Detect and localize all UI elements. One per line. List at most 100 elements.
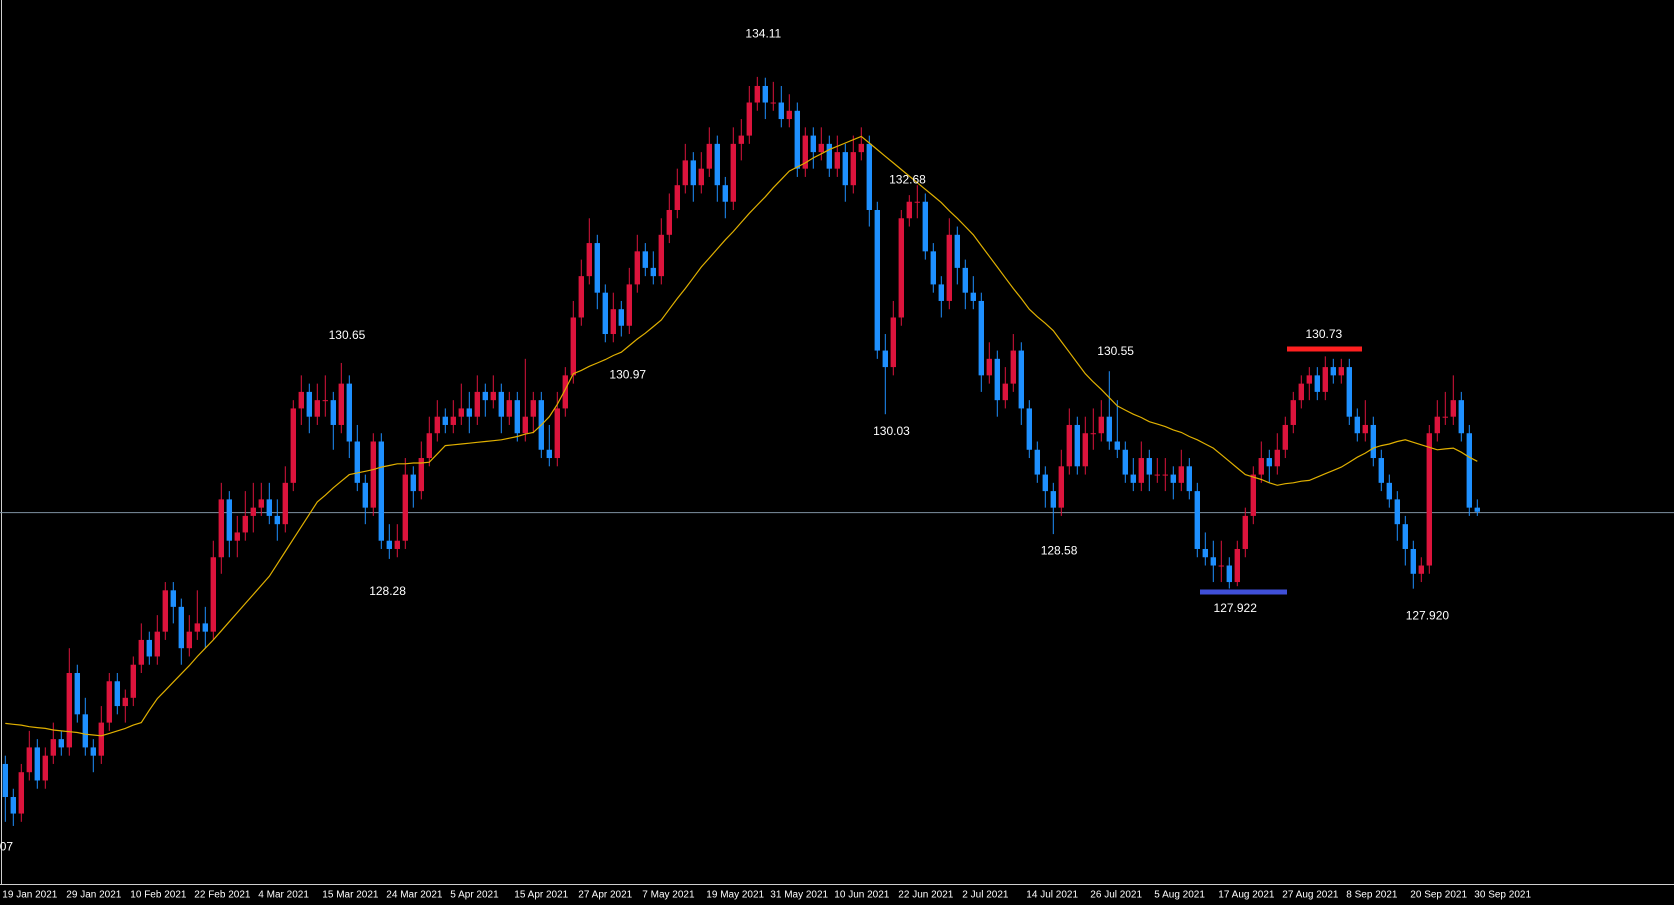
candle-body (1250, 474, 1256, 516)
candle-body (810, 135, 816, 153)
candle-body (98, 722, 104, 756)
candle-body (954, 234, 960, 268)
x-tick-label: 2 Jul 2021 (962, 890, 1009, 901)
candle-body (1122, 449, 1128, 475)
candle-body (1162, 474, 1168, 476)
candle-body (18, 772, 24, 814)
candle-body (586, 243, 592, 277)
candle-body (1090, 433, 1096, 435)
candle-body (1290, 400, 1296, 425)
candle-body (762, 85, 768, 103)
candle-body (1074, 424, 1080, 467)
candle-body (546, 449, 552, 459)
candle-body (858, 143, 864, 153)
candle-body (290, 408, 296, 483)
candle-body (242, 515, 248, 533)
price-annotation: 127.920 (1406, 608, 1450, 622)
candle-body (906, 201, 912, 219)
candle-body (786, 110, 792, 120)
x-tick-label: 26 Jul 2021 (1090, 890, 1142, 901)
candle-body (170, 590, 176, 607)
candle-body (1146, 458, 1152, 475)
candle-body (474, 391, 480, 417)
candle-body (1266, 458, 1272, 467)
candle-body (490, 391, 496, 401)
candle-body (34, 747, 40, 781)
moving-average (5, 135, 1478, 737)
candle-body (90, 747, 96, 756)
candle-body (314, 400, 320, 417)
candle-body (610, 309, 616, 335)
price-annotation: 07 (0, 840, 13, 854)
candle-body (10, 797, 16, 814)
candle-body (1242, 515, 1248, 549)
candle-body (146, 639, 152, 657)
candle-body (634, 251, 640, 285)
candle-body (570, 317, 576, 376)
candle-body (874, 210, 880, 351)
candle-body (338, 383, 344, 425)
candle-body (1386, 482, 1392, 500)
candle-body (298, 391, 304, 409)
candle-body (154, 631, 160, 657)
candle-body (826, 143, 832, 169)
candle-body (386, 540, 392, 549)
candle-body (754, 85, 760, 103)
candle-body (530, 400, 536, 417)
candle-body (658, 234, 664, 277)
candle-body (1034, 449, 1040, 475)
candle-body (114, 681, 120, 707)
candle-body (738, 135, 744, 144)
x-tick-label: 15 Apr 2021 (514, 890, 568, 901)
x-tick-label: 14 Jul 2021 (1026, 890, 1078, 901)
candle-body (1002, 383, 1008, 401)
candle-body (1306, 375, 1312, 384)
price-annotation: 130.65 (329, 328, 366, 342)
price-annotation: 132.68 (889, 172, 926, 186)
candle-body (794, 110, 800, 169)
candle-body (1058, 466, 1064, 508)
candle-body (482, 391, 488, 401)
x-tick-label: 17 Aug 2021 (1218, 890, 1275, 901)
candle-body (1466, 433, 1472, 508)
candle-body (1474, 507, 1480, 512)
candle-body (1450, 400, 1456, 417)
price-annotation: 127.922 (1214, 601, 1258, 615)
candle-body (250, 507, 256, 516)
candle-body (842, 152, 848, 186)
candle-body (466, 408, 472, 417)
candle-body (1442, 416, 1448, 418)
candle-body (402, 474, 408, 541)
candle-body (1218, 565, 1224, 567)
candle-body (282, 482, 288, 525)
candle-body (1130, 474, 1136, 483)
candle-body (410, 474, 416, 492)
candle-body (522, 416, 528, 434)
x-tick-label: 10 Feb 2021 (130, 890, 187, 901)
candle-body (186, 631, 192, 649)
candle-body (722, 185, 728, 202)
candle-body (258, 499, 264, 508)
candle-body (898, 218, 904, 318)
candle-body (1202, 548, 1208, 558)
candle-body (1434, 416, 1440, 434)
candle-body (74, 672, 80, 715)
x-tick-label: 22 Jun 2021 (898, 890, 953, 901)
candle-body (202, 623, 208, 632)
candle-body (986, 358, 992, 376)
candle-body (138, 639, 144, 665)
x-tick-label: 29 Jan 2021 (66, 890, 121, 901)
candle-body (882, 350, 888, 368)
x-tick-label: 27 Aug 2021 (1282, 890, 1339, 901)
candle-body (58, 739, 64, 748)
candle-body (666, 210, 672, 235)
candle-body (210, 557, 216, 632)
candle-body (922, 201, 928, 252)
candle-body (66, 672, 72, 748)
candle-body (1170, 474, 1176, 483)
candle-body (1330, 367, 1336, 376)
price-annotation: 130.55 (1097, 344, 1134, 358)
candle-body (1410, 548, 1416, 574)
